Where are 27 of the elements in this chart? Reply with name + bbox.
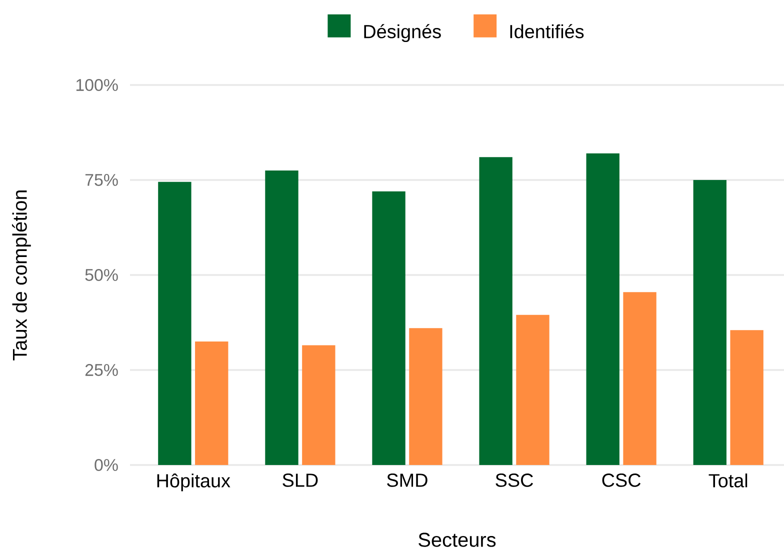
y-tick-label: 25% [85,364,118,376]
bar [586,153,620,465]
y-axis-title: Taux de complétion [12,190,31,360]
legend-label: Désignés [364,24,441,42]
bar [479,157,512,465]
bar [730,330,764,465]
bar [195,341,228,465]
legend-label: Identifiés [510,24,584,38]
bar [302,345,336,465]
bar [409,328,442,465]
x-axis-title: Secteurs [418,532,496,547]
bar [516,314,550,465]
x-tick-label: SSC [496,474,533,487]
x-tick-label: CSC [602,474,641,487]
bar [372,191,406,465]
bar [265,170,298,465]
bar [693,180,726,465]
bar [623,292,656,465]
x-tick-label: SMD [387,474,428,487]
y-tick-label: 75% [85,174,118,186]
x-tick-label: Total [708,474,748,488]
x-tick-label: Hôpitaux [157,474,230,492]
y-tick-label: 100% [76,78,118,91]
x-tick-label: SLD [282,474,318,487]
bar [158,182,192,465]
y-tick-label: 50% [85,268,118,281]
y-tick-label: 0% [94,458,118,471]
